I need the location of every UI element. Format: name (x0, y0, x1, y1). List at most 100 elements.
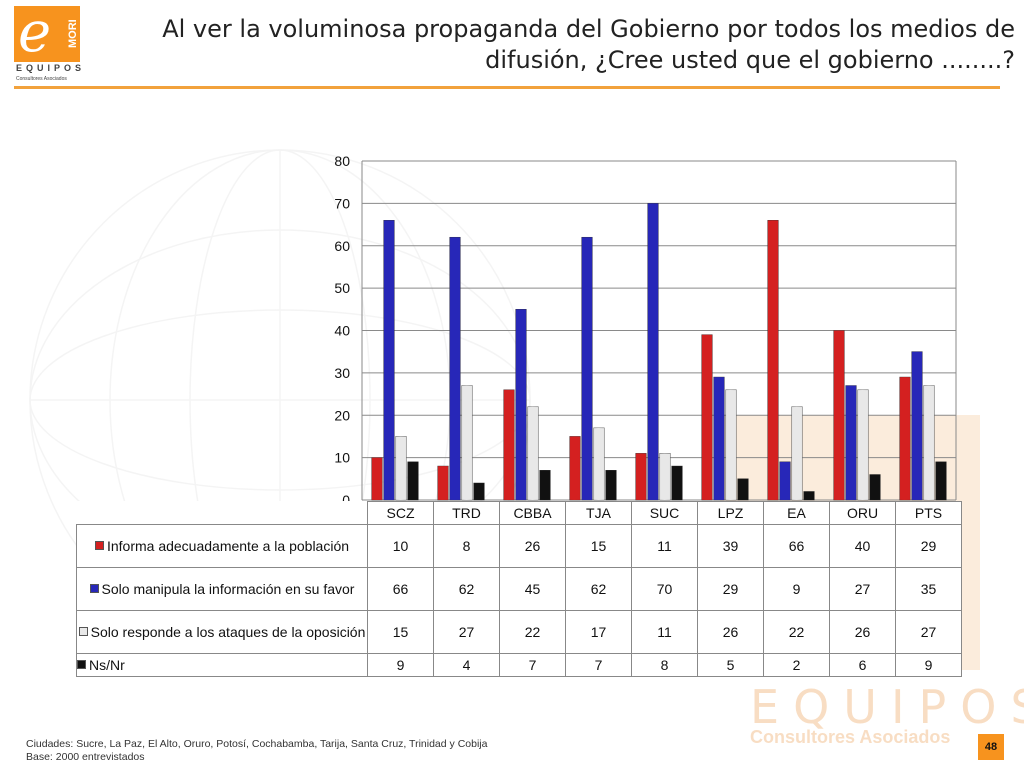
bar-shade (857, 389, 869, 500)
data-label: 39 (697, 524, 764, 568)
data-label: 17 (565, 610, 632, 654)
y-tick-label: 40 (334, 323, 350, 339)
series-label: Ns/Nr (76, 653, 368, 677)
bar-shade (461, 385, 473, 500)
bar-shade (911, 351, 923, 500)
category-label: SUC (631, 501, 698, 525)
bar-shade (593, 427, 605, 500)
category-label: CBBA (499, 501, 566, 525)
bar-shade (407, 461, 419, 500)
data-label: 62 (565, 567, 632, 611)
y-tick-label: 20 (334, 407, 350, 423)
data-label: 4 (433, 653, 500, 677)
data-label: 66 (367, 567, 434, 611)
data-label: 9 (367, 653, 434, 677)
bar-shade (449, 237, 461, 500)
bar-shade (869, 474, 881, 500)
category-label: SCZ (367, 501, 434, 525)
y-tick-label: 80 (334, 153, 350, 169)
category-label: EA (763, 501, 830, 525)
page-number: 48 (978, 734, 1004, 760)
bar-shade (539, 470, 551, 500)
data-label: 27 (433, 610, 500, 654)
logo-word: EQUIPOS (16, 63, 86, 73)
table-corner (76, 501, 368, 525)
legend-swatch (78, 627, 88, 636)
bar-shade (725, 389, 737, 500)
bar-shade (845, 385, 857, 500)
bar-shade (473, 483, 485, 500)
bar-shade (437, 466, 449, 500)
legend-swatch (77, 660, 86, 669)
data-label: 40 (829, 524, 896, 568)
data-label: 26 (829, 610, 896, 654)
data-label: 2 (763, 653, 830, 677)
bar-shade (833, 330, 845, 500)
logo-letter: e (18, 0, 52, 65)
data-label: 26 (697, 610, 764, 654)
category-label: TJA (565, 501, 632, 525)
bar-shade (803, 491, 815, 500)
bar-shade (779, 461, 791, 500)
data-label: 7 (565, 653, 632, 677)
bar-shade (647, 203, 659, 500)
legend-swatch (89, 584, 99, 593)
bar-shade (635, 453, 647, 500)
data-label: 8 (433, 524, 500, 568)
data-label: 9 (895, 653, 962, 677)
data-label: 26 (499, 524, 566, 568)
company-logo: e MORI EQUIPOS Consultores Asociados (14, 0, 86, 86)
bar-shade (503, 389, 515, 500)
data-label: 27 (829, 567, 896, 611)
footer-note: Ciudades: Sucre, La Paz, El Alto, Oruro,… (26, 738, 487, 764)
y-tick-label: 30 (334, 365, 350, 381)
series-label: Solo manipula la información en su favor (76, 567, 368, 611)
data-label: 29 (697, 567, 764, 611)
table-row: Ns/Nr 9 4 7 7 8 5 2 6 9 (76, 653, 962, 677)
data-label: 66 (763, 524, 830, 568)
data-label: 5 (697, 653, 764, 677)
data-label: 62 (433, 567, 500, 611)
bar-shade (371, 457, 383, 500)
title-divider (14, 86, 1000, 89)
page-title: Al ver la voluminosa propaganda del Gobi… (162, 15, 1015, 74)
series-label: Solo responde a los ataques de la oposic… (76, 610, 368, 654)
table-row: Informa adecuadamente a la población 10 8 2… (76, 524, 962, 568)
data-label: 29 (895, 524, 962, 568)
table-row: Solo responde a los ataques de la oposic… (76, 610, 962, 654)
data-label: 9 (763, 567, 830, 611)
bar-shade (701, 334, 713, 500)
chart-data-table: SCZ TRD CBBA TJA SUC LPZ EA ORU PTS Informa adec… (76, 501, 962, 677)
bar-shade (383, 220, 395, 500)
bar-shade (935, 461, 947, 500)
data-label: 45 (499, 567, 566, 611)
watermark-word: EQUIPOS (750, 680, 1024, 734)
footer-base: Base: 2000 entrevistados (26, 751, 145, 763)
watermark-subtitle: Consultores Asociados (750, 727, 951, 747)
bar-shade (527, 406, 539, 500)
data-label: 15 (367, 610, 434, 654)
y-tick-label: 0 (342, 492, 350, 508)
footer-cities: Ciudades: Sucre, La Paz, El Alto, Oruro,… (26, 738, 488, 750)
bar-shade (581, 237, 593, 500)
category-label: PTS (895, 501, 962, 525)
data-label: 35 (895, 567, 962, 611)
data-label: 11 (631, 610, 698, 654)
y-tick-label: 70 (334, 195, 350, 211)
data-label: 27 (895, 610, 962, 654)
data-label: 8 (631, 653, 698, 677)
bar-shade (791, 406, 803, 500)
table-row: Solo manipula la información en su favor… (76, 567, 962, 611)
data-label: 70 (631, 567, 698, 611)
data-label: 6 (829, 653, 896, 677)
logo-subtitle: Consultores Asociados (16, 76, 67, 82)
data-label: 22 (763, 610, 830, 654)
bar-shade (569, 436, 581, 500)
bar-shade (767, 220, 779, 500)
bar-shade (737, 478, 749, 500)
y-tick-label: 50 (334, 280, 350, 296)
bar-shade (395, 436, 407, 500)
data-label: 10 (367, 524, 434, 568)
bar-shade (671, 466, 683, 500)
